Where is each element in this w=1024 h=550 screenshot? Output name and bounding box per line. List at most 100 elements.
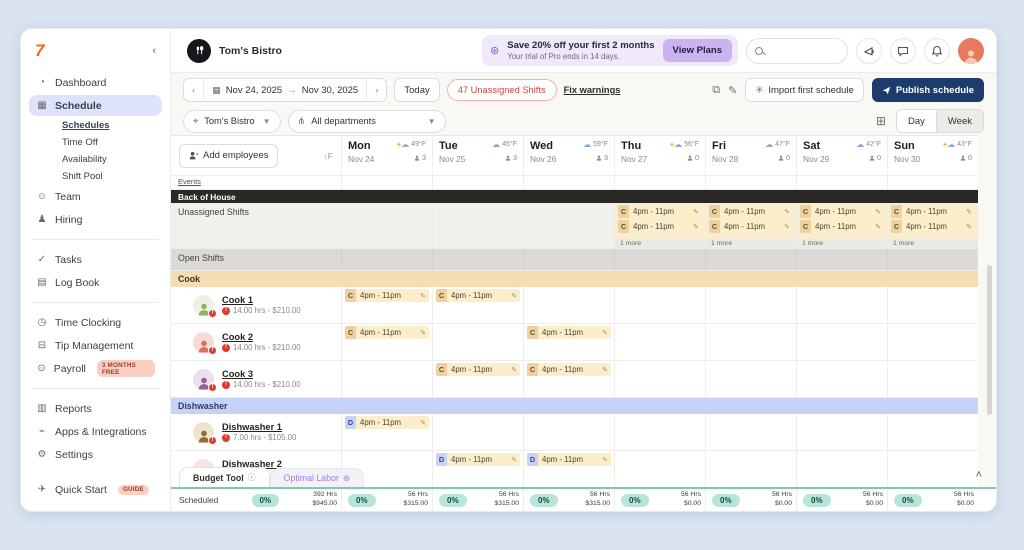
sort-icon[interactable]: ↓F xyxy=(323,150,333,161)
sidebar-item-reports[interactable]: ▥ Reports xyxy=(37,402,92,415)
sidebar-item-payroll[interactable]: ⊙ Payroll 3 MONTHS FREE xyxy=(29,358,162,379)
shift-chip[interactable]: D 4pm - 11pm ✎ xyxy=(345,416,429,429)
shift-chip[interactable]: C 4pm - 11pm ✎ xyxy=(800,205,884,218)
import-schedule-button[interactable]: ✳ Import first schedule xyxy=(745,78,864,102)
employee-name[interactable]: Dishwasher 1 xyxy=(222,421,282,432)
sidebar-item-schedule[interactable]: ▦ Schedule xyxy=(29,95,162,116)
more-shifts-link[interactable]: 1 more xyxy=(797,239,887,248)
day-header-tue[interactable]: Tue ☁ 45°F Nov 25 3 xyxy=(432,136,523,175)
date-range-button[interactable]: ▦ Nov 24, 2025 → Nov 30, 2025 xyxy=(203,79,366,101)
shift-chip[interactable]: C 4pm - 11pm ✎ xyxy=(800,220,884,233)
shift-chip[interactable]: C 4pm - 11pm ✎ xyxy=(891,220,975,233)
shift-chip[interactable]: C 4pm - 11pm ✎ xyxy=(436,363,520,376)
sidebar-item-tasks[interactable]: ✓ Tasks xyxy=(37,253,82,266)
day-header-mon[interactable]: Mon ☀ ☁ 49°F Nov 24 3 xyxy=(341,136,432,175)
sidebar-subitem-shift-pool[interactable]: Shift Pool xyxy=(62,171,103,182)
shift-chip[interactable]: C 4pm - 11pm ✎ xyxy=(618,220,702,233)
shift-chip[interactable]: C 4pm - 11pm ✎ xyxy=(527,326,611,339)
day-header-wed[interactable]: Wed ☁ 59°F Nov 26 3 xyxy=(523,136,614,175)
edit-pencil-icon[interactable]: ✎ xyxy=(784,208,790,216)
edit-pencil-icon[interactable]: ✎ xyxy=(420,329,426,337)
tab-budget-tool[interactable]: Budget Tool ⓘ xyxy=(179,467,270,487)
day-header-thu[interactable]: Thu ☀ ☁ 56°F Nov 27 0 xyxy=(614,136,705,175)
announcements-button[interactable] xyxy=(856,37,882,64)
shift-chip[interactable]: D 4pm - 11pm ✎ xyxy=(436,453,520,466)
edit-pencil-icon[interactable]: ✎ xyxy=(602,456,608,464)
more-shifts-link[interactable]: 1 more xyxy=(615,239,705,248)
sidebar-item-settings[interactable]: ⚙ Settings xyxy=(37,448,93,461)
edit-pencil-icon[interactable]: ✎ xyxy=(511,292,517,300)
notifications-button[interactable] xyxy=(924,37,950,64)
unassigned-cell-thu[interactable]: C 4pm - 11pm ✎ C 4pm - 11pm ✎ 1 more xyxy=(614,203,705,248)
more-shifts-link[interactable]: 1 more xyxy=(706,239,796,248)
unassigned-cell-sat[interactable]: C 4pm - 11pm ✎ C 4pm - 11pm ✎ 1 more xyxy=(796,203,887,248)
employee-name[interactable]: Cook 1 xyxy=(222,294,253,305)
events-label[interactable]: Events xyxy=(178,177,201,186)
section-cook[interactable]: Cook xyxy=(171,271,978,287)
fix-warnings-link[interactable]: Fix warnings xyxy=(563,85,621,95)
employee-name[interactable]: Dishwasher 2 xyxy=(222,458,282,469)
view-plans-button[interactable]: View Plans xyxy=(662,39,732,62)
sidebar-item-apps-integrations[interactable]: ⌁ Apps & Integrations xyxy=(29,421,162,442)
sidebar-item-team[interactable]: ☺ Team xyxy=(36,190,81,203)
edit-pencil-icon[interactable]: ✎ xyxy=(420,419,426,427)
edit-pencil-icon[interactable]: ✎ xyxy=(875,208,881,216)
edit-pencil-icon[interactable]: ✎ xyxy=(602,366,608,374)
edit-pencil-icon[interactable]: ✎ xyxy=(693,208,699,216)
unassigned-cell-sun[interactable]: C 4pm - 11pm ✎ C 4pm - 11pm ✎ 1 more xyxy=(887,203,978,248)
toggle-week[interactable]: Week xyxy=(935,110,983,132)
sidebar-item-quick-start[interactable]: ✈ Quick Start GUIDE xyxy=(29,479,162,500)
edit-pencil-icon[interactable]: ✎ xyxy=(420,292,426,300)
edit-pencil-icon[interactable]: ✎ xyxy=(875,223,881,231)
sidebar-subitem-time-off[interactable]: Time Off xyxy=(62,137,98,148)
sidebar-item-dashboard[interactable]: ◔ Dashboard xyxy=(29,72,162,93)
more-shifts-link[interactable]: 1 more xyxy=(888,239,978,248)
edit-pencil-icon[interactable]: ✎ xyxy=(966,208,972,216)
shift-chip[interactable]: C 4pm - 11pm ✎ xyxy=(345,289,429,302)
shift-chip[interactable]: C 4pm - 11pm ✎ xyxy=(345,326,429,339)
tab-optimal-labor[interactable]: Optimal Labor ⊛ xyxy=(269,468,365,487)
edit-icon[interactable]: ✎ xyxy=(728,84,738,97)
add-employees-button[interactable]: Add employees xyxy=(179,143,279,168)
shift-chip[interactable]: C 4pm - 11pm ✎ xyxy=(618,205,702,218)
today-button[interactable]: Today xyxy=(394,78,440,102)
employee-name[interactable]: Cook 3 xyxy=(222,368,253,379)
day-header-fri[interactable]: Fri ☁ 47°F Nov 28 0 xyxy=(705,136,796,175)
shift-chip[interactable]: C 4pm - 11pm ✎ xyxy=(436,289,520,302)
collapse-budget-chevron-icon[interactable]: ˄ xyxy=(975,469,982,481)
location-select[interactable]: ⌖ Tom's Bistro ▼ xyxy=(183,109,281,133)
edit-pencil-icon[interactable]: ✎ xyxy=(966,223,972,231)
day-header-sun[interactable]: Sun ☀ ☁ 43°F Nov 30 0 xyxy=(887,136,978,175)
shift-chip[interactable]: C 4pm - 11pm ✎ xyxy=(527,363,611,376)
employee-name[interactable]: Cook 2 xyxy=(222,331,253,342)
user-avatar[interactable] xyxy=(958,37,984,64)
grid-view-icon[interactable]: ⊞ xyxy=(875,114,886,128)
copy-schedule-icon[interactable]: ⧉ xyxy=(712,83,721,96)
sidebar-subitem-availability[interactable]: Availability xyxy=(62,154,107,165)
edit-pencil-icon[interactable]: ✎ xyxy=(602,329,608,337)
sidebar-item-log-book[interactable]: ▤ Log Book xyxy=(37,276,100,289)
messages-button[interactable] xyxy=(890,37,916,64)
shift-chip[interactable]: D 4pm - 11pm ✎ xyxy=(527,453,611,466)
section-back-of-house[interactable]: Back of House xyxy=(171,190,978,203)
departments-select[interactable]: ⋔ All departments ▼ xyxy=(287,109,446,133)
day-header-sat[interactable]: Sat ☁ 42°F Nov 29 0 xyxy=(796,136,887,175)
unassigned-cell-fri[interactable]: C 4pm - 11pm ✎ C 4pm - 11pm ✎ 1 more xyxy=(705,203,796,248)
edit-pencil-icon[interactable]: ✎ xyxy=(693,223,699,231)
prev-week-button[interactable]: ‹ xyxy=(192,84,196,96)
sidebar-subitem-schedules[interactable]: Schedules xyxy=(62,120,110,131)
edit-pencil-icon[interactable]: ✎ xyxy=(784,223,790,231)
publish-schedule-button[interactable]: Publish schedule xyxy=(871,78,984,102)
shift-chip[interactable]: C 4pm - 11pm ✎ xyxy=(709,205,793,218)
sidebar-item-hiring[interactable]: ♟ Hiring xyxy=(37,213,83,226)
section-dishwasher[interactable]: Dishwasher xyxy=(171,398,978,414)
search-input[interactable] xyxy=(768,44,838,57)
shift-chip[interactable]: C 4pm - 11pm ✎ xyxy=(709,220,793,233)
next-week-button[interactable]: › xyxy=(366,79,386,101)
edit-pencil-icon[interactable]: ✎ xyxy=(511,366,517,374)
vertical-scrollbar[interactable] xyxy=(987,265,992,415)
unassigned-shifts-badge[interactable]: 47 Unassigned Shifts xyxy=(446,79,557,101)
sidebar-collapse-icon[interactable]: ‹ xyxy=(152,45,156,57)
edit-pencil-icon[interactable]: ✎ xyxy=(511,456,517,464)
toggle-day[interactable]: Day xyxy=(907,115,925,127)
